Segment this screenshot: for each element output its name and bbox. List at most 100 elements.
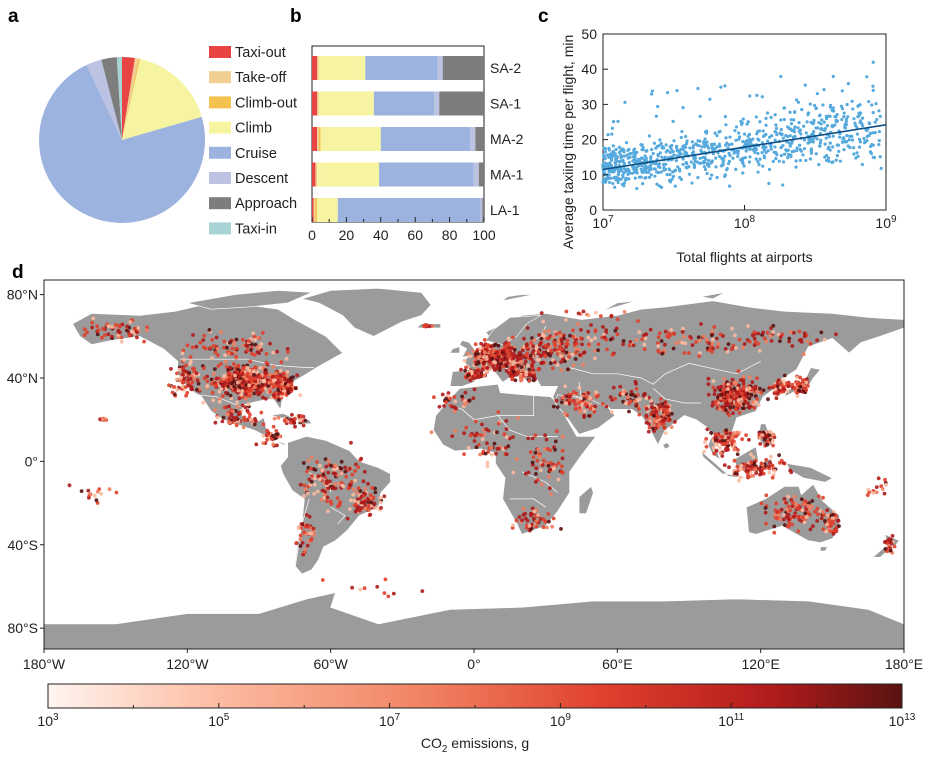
scatter-point xyxy=(875,117,879,122)
scatter-point xyxy=(622,150,626,154)
airport-point xyxy=(513,378,518,383)
scatter-point xyxy=(809,151,814,155)
airport-point xyxy=(829,524,833,528)
airport-point xyxy=(293,416,297,421)
airport-point xyxy=(188,362,193,366)
scatter-point xyxy=(619,156,623,160)
scatter-point xyxy=(769,144,773,149)
airport-point xyxy=(503,345,507,349)
legend-swatch-climb xyxy=(209,121,231,134)
scatter-point xyxy=(834,158,838,162)
airport-point xyxy=(303,548,308,552)
airport-point xyxy=(222,405,227,410)
airport-point xyxy=(553,447,557,452)
airport-point xyxy=(777,388,782,393)
scatter-point xyxy=(672,139,676,143)
airport-point xyxy=(207,328,212,332)
bar-segment-ma-2-climb-out xyxy=(318,127,321,151)
airport-point xyxy=(391,591,396,596)
scatter-point xyxy=(814,126,818,130)
airport-point xyxy=(326,470,331,475)
airport-point xyxy=(91,316,96,321)
airport-point xyxy=(264,371,268,375)
airport-point xyxy=(742,406,746,411)
airport-point xyxy=(741,467,746,471)
scatter-point xyxy=(684,134,688,139)
scatter-point xyxy=(674,158,678,163)
airport-point xyxy=(275,432,280,436)
scatter-point xyxy=(753,145,757,149)
scatter-point xyxy=(677,150,681,155)
scatter-point xyxy=(607,180,612,185)
airport-point xyxy=(815,519,820,523)
airport-point xyxy=(797,329,802,334)
airport-point xyxy=(604,328,608,332)
scatter-point xyxy=(617,145,621,149)
airport-point xyxy=(823,519,827,523)
airport-point xyxy=(763,510,768,515)
scatter-point xyxy=(812,103,817,108)
airport-point xyxy=(786,524,790,529)
airport-point xyxy=(235,404,240,409)
scatter-x-tick-label: 109 xyxy=(875,214,897,231)
scatter-point xyxy=(787,141,792,145)
airport-point xyxy=(662,426,667,430)
airport-point xyxy=(633,379,638,384)
scatter-point xyxy=(664,143,668,147)
scatter-point xyxy=(681,106,685,110)
scatter-point xyxy=(681,162,685,167)
airport-point xyxy=(724,408,728,412)
scatter-point xyxy=(703,130,708,134)
scatter-point xyxy=(631,165,635,169)
bar-segment-sa-2-climb xyxy=(353,56,366,80)
airport-point xyxy=(765,442,770,447)
scatter-point xyxy=(830,160,834,165)
airport-point xyxy=(779,382,784,387)
airport-point xyxy=(734,407,738,411)
airport-point xyxy=(636,407,641,411)
airport-point xyxy=(785,381,789,385)
airport-point xyxy=(531,378,536,383)
fit-line xyxy=(602,124,887,171)
legend-swatch-approach xyxy=(209,197,231,210)
scatter-point xyxy=(878,114,882,118)
airport-point xyxy=(719,434,724,439)
airport-point xyxy=(504,446,508,450)
scatter-point xyxy=(627,160,631,165)
airport-point xyxy=(551,516,556,521)
airport-point xyxy=(574,337,579,342)
airport-point xyxy=(215,376,219,381)
scatter-point xyxy=(659,170,663,174)
scatter-point xyxy=(705,144,709,148)
airport-point xyxy=(309,531,313,536)
airport-point xyxy=(566,367,570,372)
airport-point xyxy=(563,359,567,364)
airport-point xyxy=(127,333,132,338)
airport-point xyxy=(801,515,805,520)
landmass-ireland xyxy=(449,346,460,354)
airport-point xyxy=(889,541,894,546)
airport-point xyxy=(275,443,279,448)
airport-point xyxy=(559,368,564,373)
airport-point xyxy=(808,507,812,512)
scatter-y-tick-label: 50 xyxy=(581,26,597,42)
legend-label-climb-out: Climb-out xyxy=(235,95,297,111)
airport-point xyxy=(821,527,826,532)
airport-point xyxy=(304,513,309,517)
airport-point xyxy=(481,343,486,348)
scatter-point xyxy=(843,125,847,130)
scatter-point xyxy=(756,170,760,174)
scatter-point xyxy=(610,132,614,136)
airport-point xyxy=(560,341,564,346)
airport-point xyxy=(475,375,480,379)
airport-point xyxy=(636,319,640,323)
airport-point xyxy=(615,332,620,337)
airport-point xyxy=(507,436,512,441)
scatter-point xyxy=(675,144,679,148)
airport-point xyxy=(261,441,265,445)
airport-point xyxy=(459,367,463,372)
scatter-point xyxy=(846,115,850,119)
airport-point xyxy=(468,433,473,438)
airport-point xyxy=(106,324,111,328)
airport-point xyxy=(752,330,757,335)
